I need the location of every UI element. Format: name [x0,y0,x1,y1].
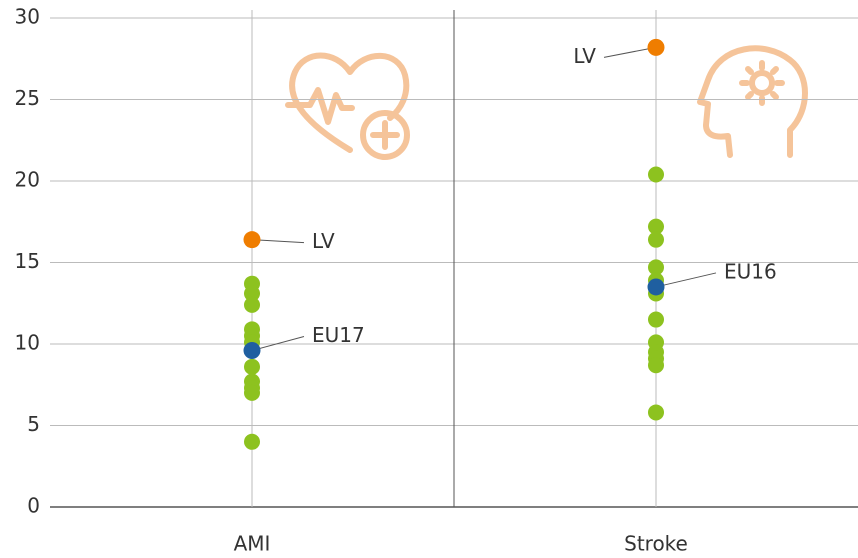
y-tick-label: 25 [15,86,40,110]
dot [648,218,664,235]
dot [648,404,664,421]
highlight-label: EU16 [724,259,777,283]
head-icon [697,45,808,158]
y-tick-label: 0 [27,494,40,518]
label-leader [251,336,305,352]
dot [648,231,664,248]
dot [244,433,260,450]
highlight-dot [647,38,665,56]
dot [244,296,260,313]
dot [244,285,260,302]
label-leader [655,272,717,288]
highlight-label: EU17 [312,323,365,347]
y-tick-label: 5 [27,412,40,436]
dot [648,259,664,276]
label-leader [603,46,657,58]
y-tick-label: 15 [15,249,40,273]
heart-icon [285,52,410,160]
dot [648,311,664,328]
y-tick-label: 20 [15,168,40,192]
highlight-dot [243,342,261,360]
x-tick-label: AMI [234,532,271,556]
highlight-label: LV [573,44,596,68]
dot [244,358,260,375]
dot [244,384,260,401]
dot [648,166,664,183]
y-tick-label: 30 [15,5,40,29]
highlight-dot [647,278,665,296]
highlight-label: LV [312,229,335,253]
y-tick-label: 10 [15,331,40,355]
highlight-dot [243,231,261,249]
label-leader [251,239,305,244]
dot [648,357,664,374]
x-tick-label: Stroke [624,532,688,556]
